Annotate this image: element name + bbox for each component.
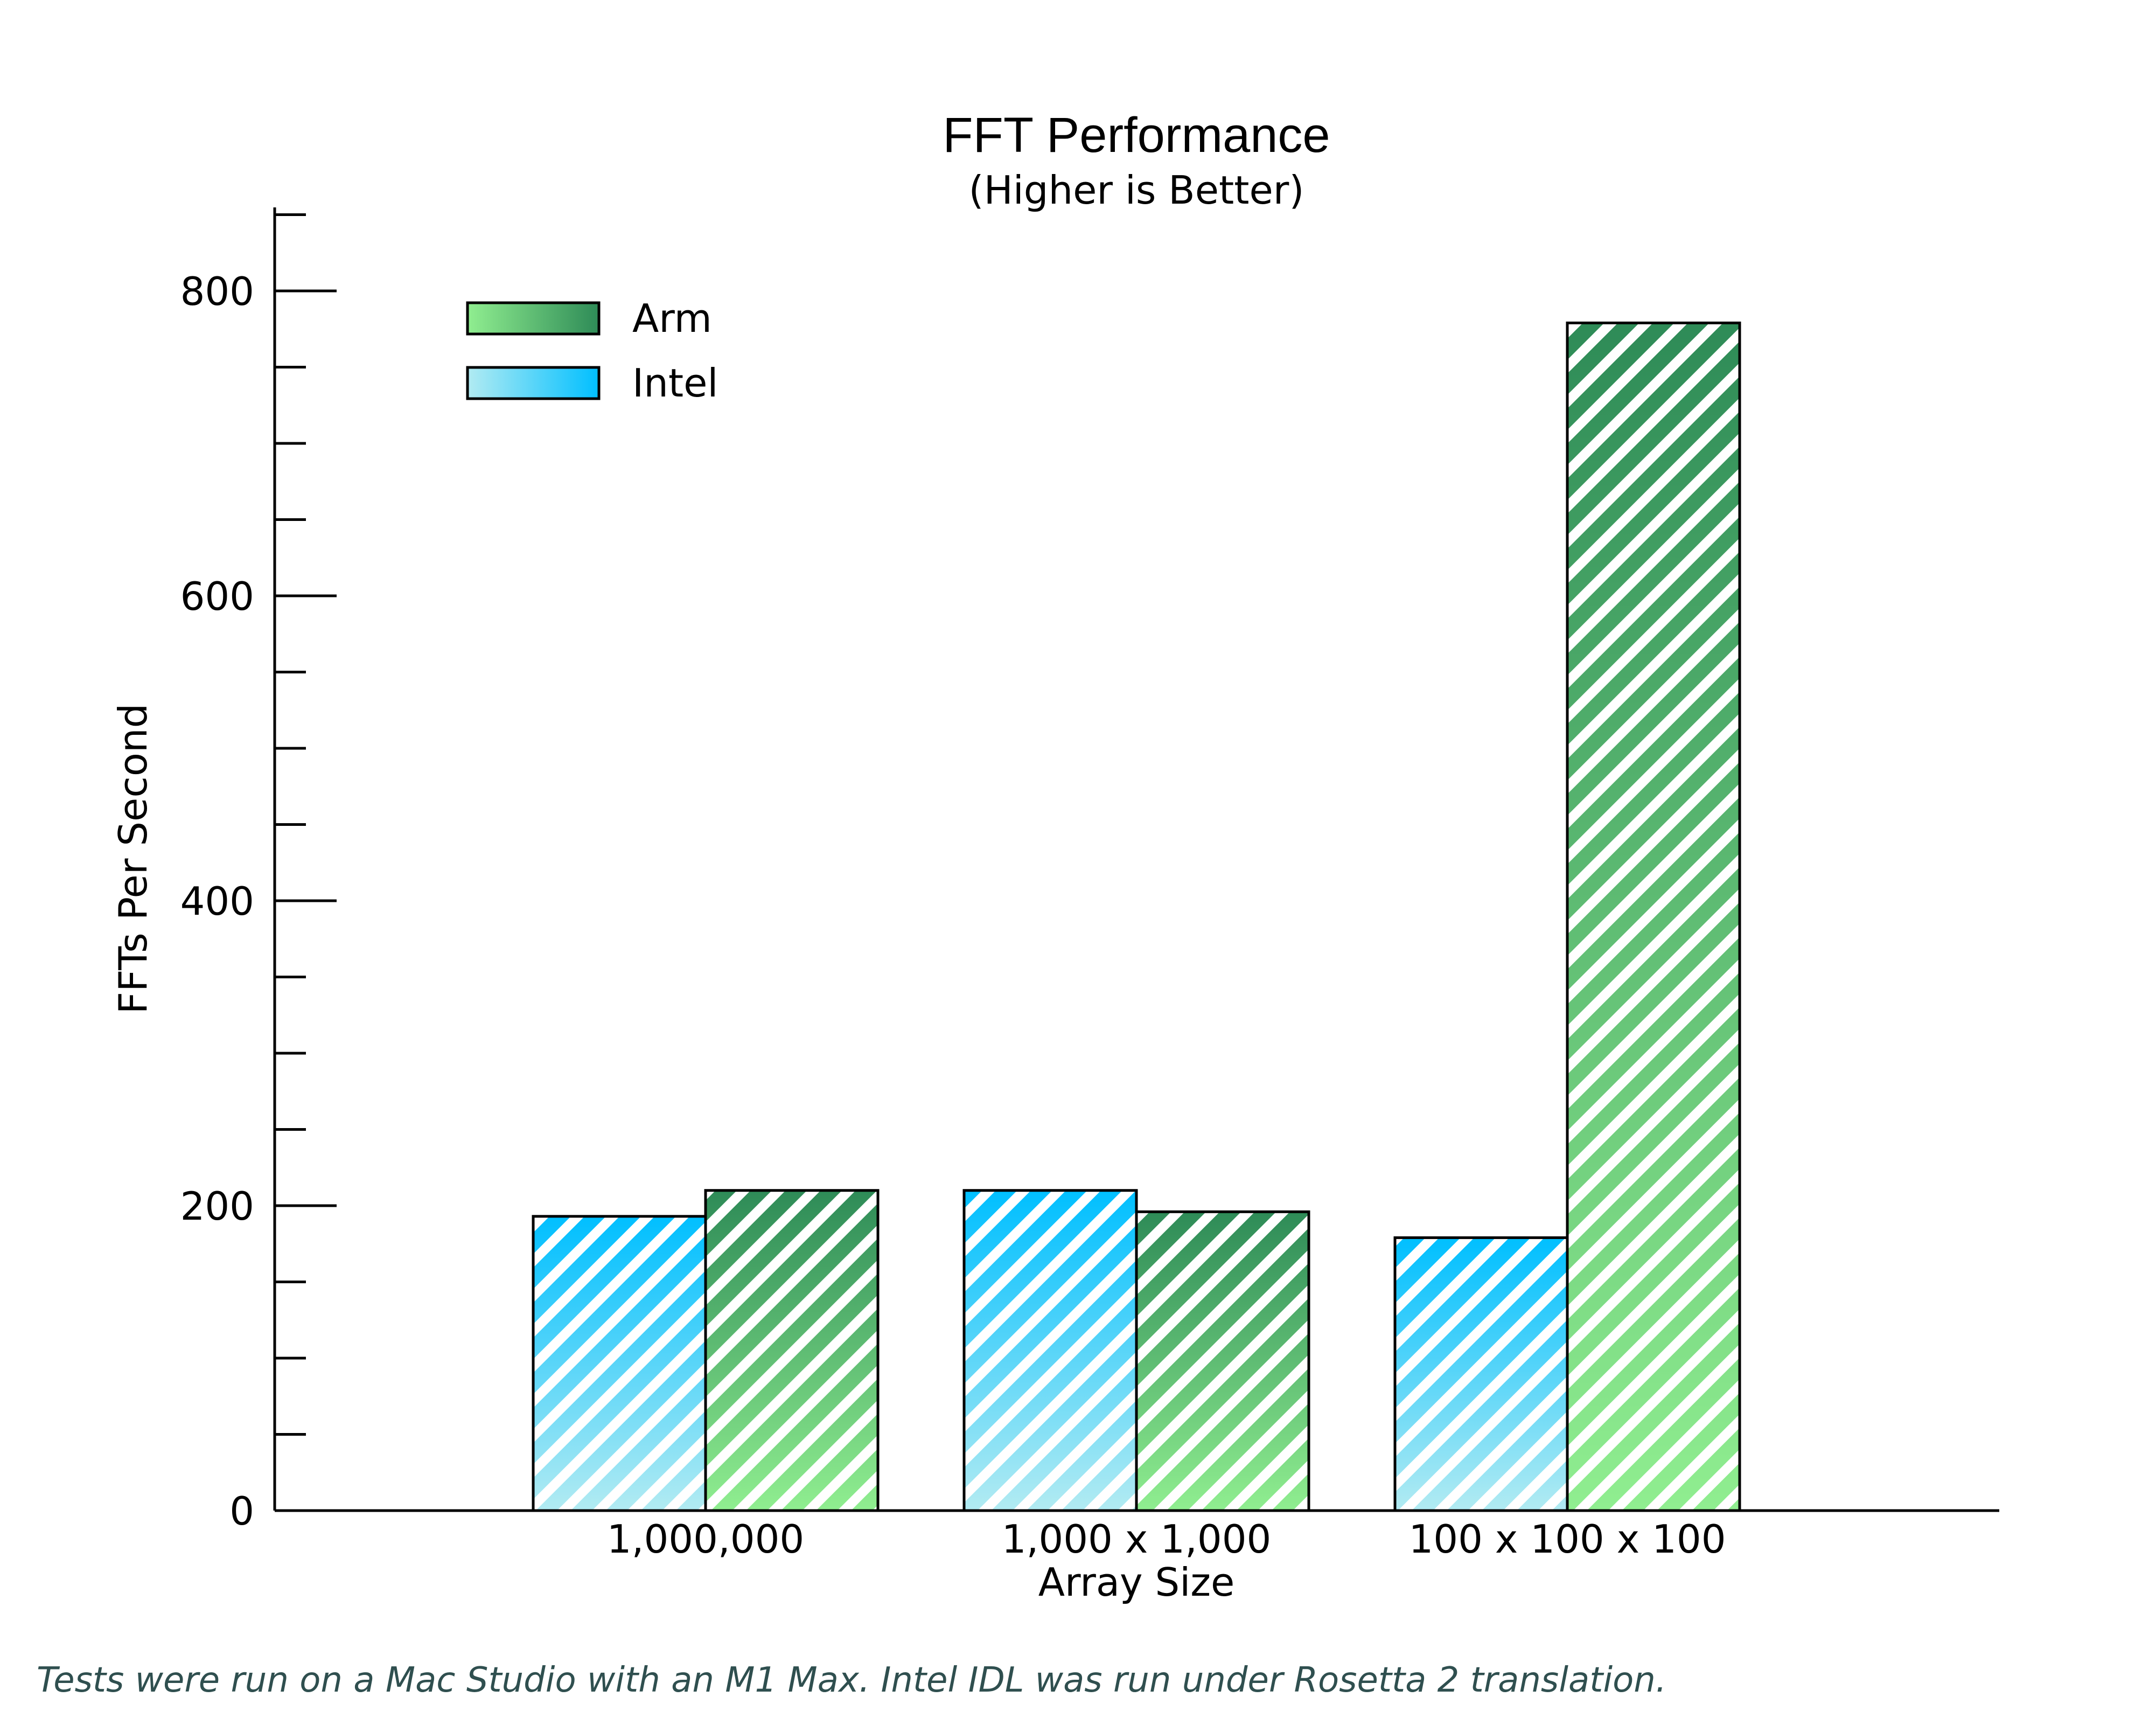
legend-item-intel: Intel	[466, 360, 718, 406]
legend-swatch-intel	[466, 366, 601, 400]
y-axis-label: FFTs Per Second	[110, 704, 156, 1014]
y-tick-label-0: 0	[229, 1488, 254, 1534]
y-tick-label-800: 800	[180, 269, 254, 314]
legend-item-arm: Arm	[466, 296, 712, 341]
bars-layer	[532, 321, 1741, 1512]
x-ticks-layer: 1,000,000 1,000 x 1,000 100 x 100 x 100	[607, 1517, 1726, 1562]
y-tick-label-600: 600	[180, 574, 254, 619]
legend-swatch-arm	[466, 301, 601, 336]
x-tick-label-1-000-x-1-000: 1,000 x 1,000	[1002, 1517, 1272, 1562]
legend-label-arm: Arm	[632, 296, 712, 341]
legend: Arm Intel	[466, 296, 718, 406]
bar-arm-1-000-000	[704, 1189, 880, 1512]
y-tick-label-400: 400	[180, 879, 254, 924]
y-ticks-layer: 0 200 400 600 800	[180, 213, 337, 1534]
x-axis-label: Array Size	[1038, 1560, 1235, 1605]
legend-label-intel: Intel	[632, 360, 718, 406]
bar-intel-1-000-000	[532, 1215, 707, 1512]
bar-intel-1-000-x-1-000	[962, 1189, 1138, 1512]
chart-title: FFT Performance	[943, 108, 1330, 163]
y-tick-label-200: 200	[180, 1184, 254, 1229]
footnote: Tests were run on a Mac Studio with an M…	[37, 1660, 1666, 1700]
chart-subtitle: (Higher is Better)	[969, 168, 1304, 213]
bar-intel-100-x-100-x-100	[1393, 1236, 1569, 1512]
x-tick-label-100-x-100-x-100: 100 x 100 x 100	[1408, 1517, 1726, 1562]
bar-arm-100-x-100-x-100	[1566, 321, 1741, 1512]
bar-arm-1-000-x-1-000	[1135, 1210, 1310, 1512]
x-tick-label-1-000-000: 1,000,000	[607, 1517, 804, 1562]
